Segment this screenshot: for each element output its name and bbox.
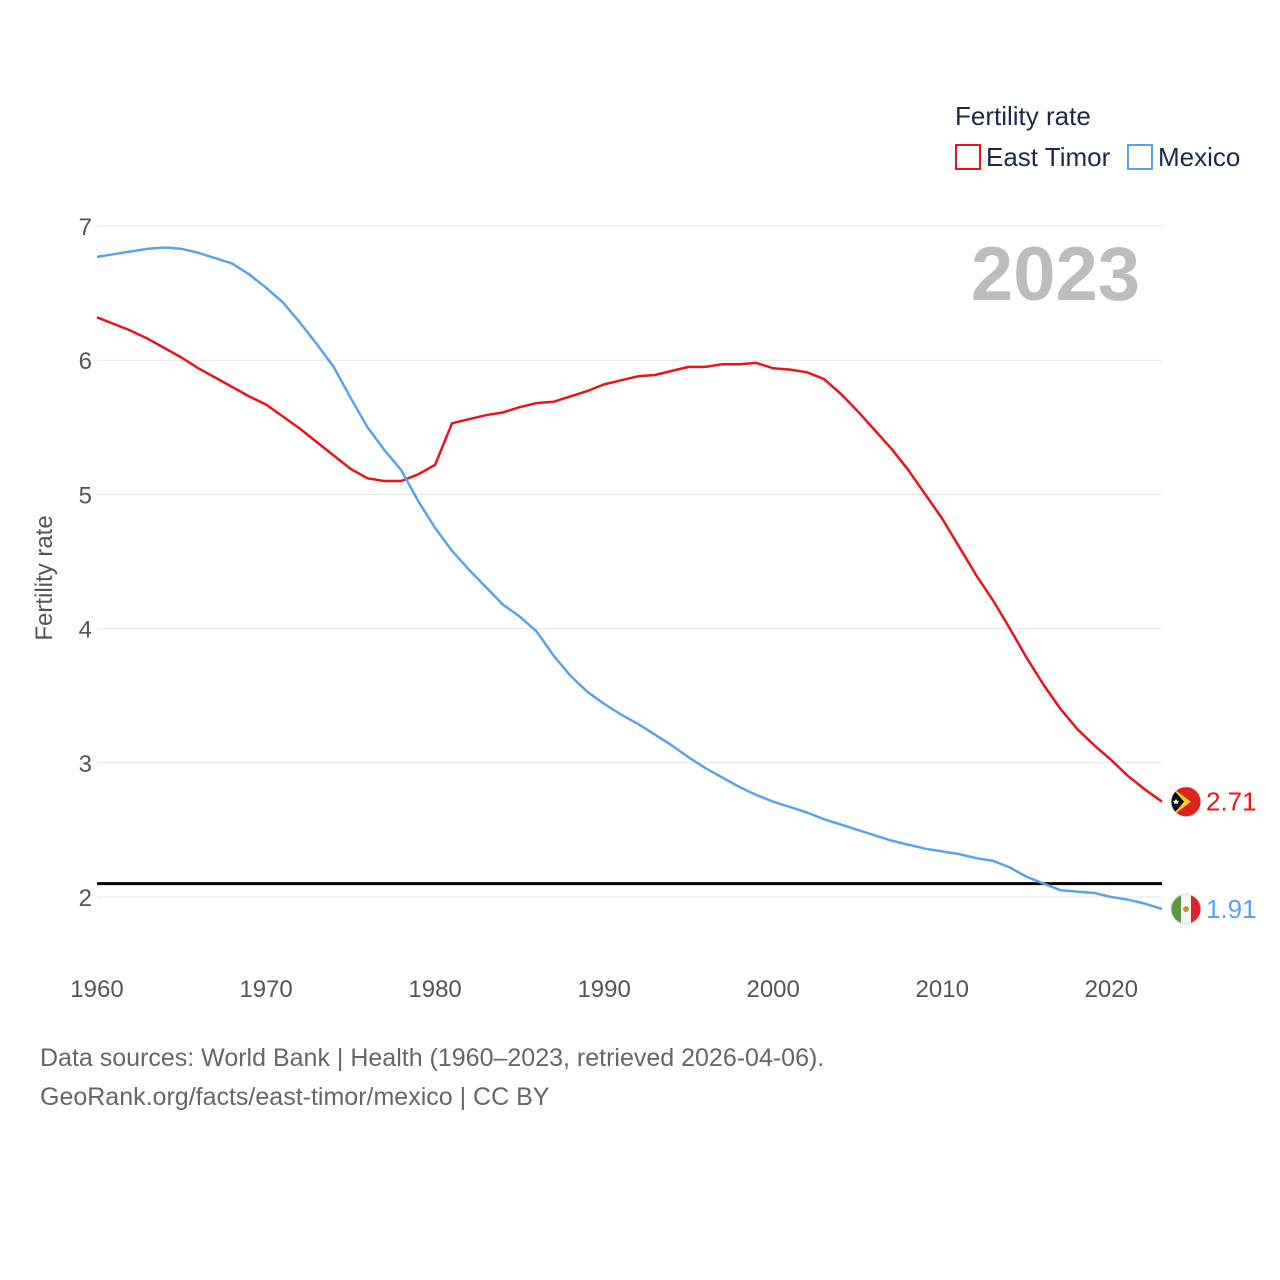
y-tick-label: 5 <box>79 482 92 509</box>
year-watermark: 2023 <box>971 232 1140 317</box>
x-tick-label: 2020 <box>1085 976 1138 1003</box>
east-timor-flag-icon <box>1170 786 1202 818</box>
footer-link[interactable]: GeoRank.org/facts/east-timor/mexico | CC… <box>40 1083 550 1111</box>
x-tick-label: 1970 <box>239 976 292 1003</box>
gridlines <box>97 225 1162 898</box>
legend-label-east-timor[interactable]: East Timor <box>986 142 1111 172</box>
end-value-mexico: 1.91 <box>1206 894 1257 924</box>
y-tick-labels: 2 3 4 5 6 7 <box>79 214 92 912</box>
x-tick-label: 1990 <box>577 976 630 1003</box>
series-line-east-timor <box>96 316 1163 803</box>
x-tick-label: 1960 <box>70 976 123 1003</box>
legend: Fertility rate East Timor Mexico <box>955 101 1240 172</box>
x-tick-label: 2010 <box>916 976 969 1003</box>
legend-swatch-mexico[interactable] <box>1127 144 1153 170</box>
x-tick-label: 2000 <box>746 976 799 1003</box>
legend-title: Fertility rate <box>955 101 1091 131</box>
y-tick-label: 3 <box>79 751 92 778</box>
x-tick-labels: 1960 1970 1980 1990 2000 2010 2020 <box>70 976 1138 1003</box>
footer-source: Data sources: World Bank | Health (1960–… <box>40 1044 825 1072</box>
y-tick-label: 2 <box>79 885 92 912</box>
y-axis-title: Fertility rate <box>31 515 58 640</box>
y-tick-label: 6 <box>79 348 92 375</box>
legend-label-mexico[interactable]: Mexico <box>1158 142 1240 172</box>
series-line-mexico <box>96 246 1163 911</box>
end-value-east-timor: 2.71 <box>1206 787 1257 817</box>
mexico-flag-icon <box>1170 893 1202 925</box>
x-tick-label: 1980 <box>408 976 461 1003</box>
legend-swatch-east-timor[interactable] <box>955 144 981 170</box>
y-tick-label: 7 <box>79 214 92 241</box>
y-tick-label: 4 <box>79 617 92 644</box>
